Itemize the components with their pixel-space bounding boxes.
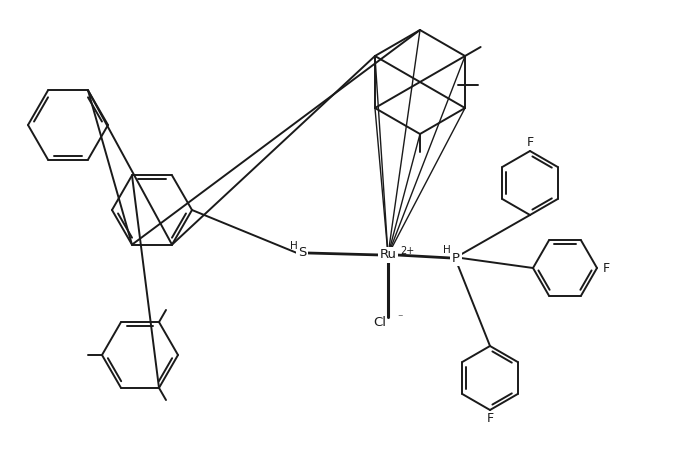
Text: H: H	[443, 245, 451, 255]
Text: F: F	[487, 412, 493, 426]
Text: 2+: 2+	[400, 246, 414, 256]
Text: Ru: Ru	[379, 248, 396, 262]
Text: ⁻: ⁻	[397, 313, 402, 323]
Text: F: F	[602, 262, 610, 274]
Text: F: F	[526, 136, 533, 148]
Text: Cl: Cl	[373, 316, 386, 328]
Text: P: P	[452, 252, 460, 264]
Text: H: H	[290, 241, 298, 251]
Text: S: S	[298, 246, 306, 259]
